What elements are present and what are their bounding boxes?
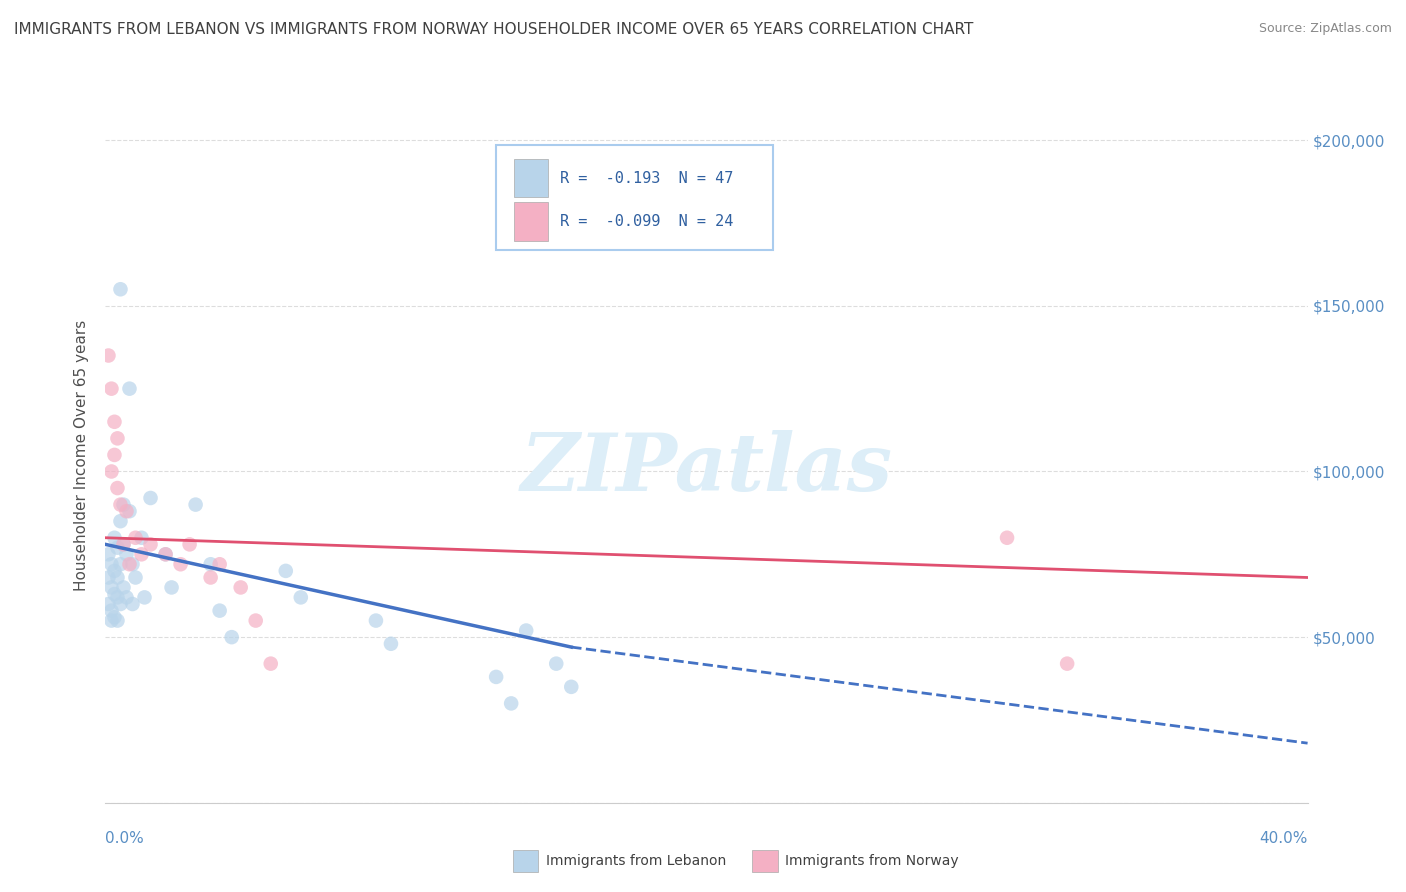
Point <box>100 558 122 572</box>
Point <box>221 630 243 644</box>
Point <box>112 581 135 595</box>
Text: Immigrants from Lebanon: Immigrants from Lebanon <box>546 855 725 868</box>
Point <box>112 537 135 551</box>
Point <box>103 564 125 578</box>
Y-axis label: Householder Income Over 65 years: Householder Income Over 65 years <box>75 319 90 591</box>
Point <box>110 514 132 528</box>
Point <box>208 558 231 572</box>
Point <box>110 498 132 512</box>
Text: IMMIGRANTS FROM LEBANON VS IMMIGRANTS FROM NORWAY HOUSEHOLDER INCOME OVER 65 YEA: IMMIGRANTS FROM LEBANON VS IMMIGRANTS FR… <box>14 22 973 37</box>
Point <box>139 537 162 551</box>
Point <box>995 531 1018 545</box>
Point <box>208 604 231 618</box>
Point <box>112 498 135 512</box>
Point <box>245 614 267 628</box>
Text: Source: ZipAtlas.com: Source: ZipAtlas.com <box>1258 22 1392 36</box>
Point <box>115 547 138 561</box>
Text: Immigrants from Norway: Immigrants from Norway <box>785 855 957 868</box>
Point <box>118 504 141 518</box>
Bar <box>515 202 548 241</box>
Point <box>485 670 508 684</box>
Point <box>290 591 312 605</box>
Point <box>110 558 132 572</box>
Point <box>200 570 222 584</box>
Point <box>110 282 132 296</box>
Point <box>100 581 122 595</box>
Point <box>260 657 283 671</box>
Point <box>515 624 537 638</box>
Point <box>97 547 120 561</box>
Point <box>107 541 129 555</box>
Point <box>380 637 402 651</box>
Point <box>124 531 146 545</box>
Text: R =  -0.193  N = 47: R = -0.193 N = 47 <box>560 171 734 186</box>
Point <box>155 547 177 561</box>
Point <box>155 547 177 561</box>
Point <box>139 491 162 505</box>
Point <box>100 382 122 396</box>
Point <box>103 610 125 624</box>
Point <box>103 587 125 601</box>
Point <box>115 591 138 605</box>
Point <box>184 498 207 512</box>
Point <box>103 448 125 462</box>
Point <box>107 591 129 605</box>
Point <box>169 558 191 572</box>
Point <box>1056 657 1078 671</box>
Point <box>97 349 120 363</box>
Point <box>274 564 297 578</box>
Point <box>107 570 129 584</box>
Point <box>121 558 143 572</box>
Point <box>131 531 153 545</box>
Point <box>200 558 222 572</box>
Point <box>121 597 143 611</box>
Point <box>103 415 125 429</box>
Text: 40.0%: 40.0% <box>1260 830 1308 846</box>
Point <box>364 614 387 628</box>
Point <box>560 680 582 694</box>
Point <box>546 657 568 671</box>
Point <box>97 570 120 584</box>
Point <box>110 597 132 611</box>
Point <box>112 537 135 551</box>
Point <box>118 382 141 396</box>
Point <box>107 614 129 628</box>
Point <box>134 591 156 605</box>
Point <box>103 531 125 545</box>
Text: R =  -0.099  N = 24: R = -0.099 N = 24 <box>560 214 734 229</box>
Point <box>131 547 153 561</box>
Point <box>118 558 141 572</box>
Point <box>179 537 201 551</box>
Point <box>229 581 252 595</box>
Point <box>107 481 129 495</box>
Point <box>115 504 138 518</box>
Point <box>107 431 129 445</box>
Point <box>100 604 122 618</box>
Point <box>97 597 120 611</box>
Text: 0.0%: 0.0% <box>105 830 145 846</box>
Point <box>160 581 183 595</box>
FancyBboxPatch shape <box>496 145 773 250</box>
Point <box>501 697 523 711</box>
Point <box>124 570 146 584</box>
Point <box>100 465 122 479</box>
Text: ZIPatlas: ZIPatlas <box>520 430 893 508</box>
Bar <box>515 159 548 197</box>
Point <box>100 614 122 628</box>
